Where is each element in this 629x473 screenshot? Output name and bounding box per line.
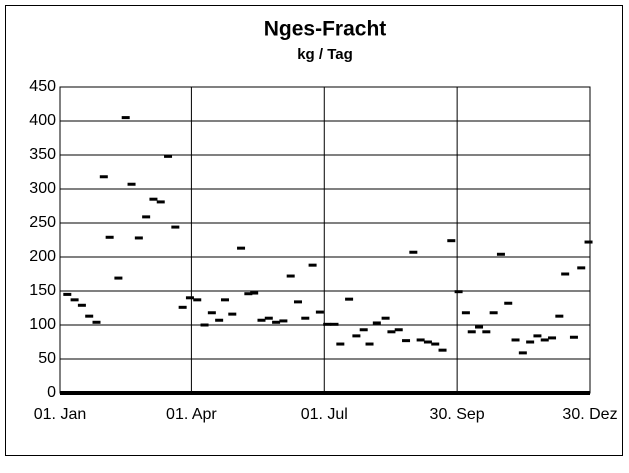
point: [134, 236, 143, 240]
point: [345, 297, 354, 301]
y-tick-label: 50: [38, 350, 56, 367]
y-tick-label: 350: [29, 146, 56, 163]
point: [540, 338, 549, 342]
x-tick-label: 30. Dez: [562, 406, 617, 423]
x-tick-label: 01. Jan: [34, 406, 86, 423]
y-tick-label: 250: [29, 214, 56, 231]
point: [365, 342, 374, 346]
point: [584, 240, 593, 244]
point: [178, 305, 187, 309]
point: [438, 348, 447, 352]
point: [518, 351, 527, 355]
point: [272, 320, 281, 324]
point: [193, 298, 202, 302]
point: [63, 292, 72, 296]
point: [461, 311, 470, 315]
point: [149, 197, 158, 201]
point: [352, 334, 361, 338]
point: [301, 316, 310, 320]
point: [77, 303, 86, 307]
point: [511, 338, 520, 342]
point: [423, 340, 432, 344]
point: [264, 316, 273, 320]
point: [244, 292, 253, 296]
point: [569, 335, 578, 339]
point: [447, 239, 456, 243]
point: [561, 272, 570, 276]
point: [359, 328, 368, 332]
point: [293, 300, 302, 304]
point: [336, 342, 345, 346]
point: [92, 320, 101, 324]
point: [482, 330, 491, 334]
point: [454, 290, 463, 294]
point: [315, 310, 324, 314]
point: [489, 311, 498, 315]
point: [286, 274, 295, 278]
point: [121, 116, 130, 120]
point: [416, 338, 425, 342]
point: [215, 318, 224, 322]
point: [496, 252, 505, 256]
point: [237, 246, 246, 250]
point: [200, 323, 209, 327]
y-tick-label: 0: [47, 384, 56, 401]
point: [504, 301, 513, 305]
y-tick-label: 450: [29, 78, 56, 95]
y-tick-label: 150: [29, 282, 56, 299]
point: [114, 276, 123, 280]
point: [330, 322, 339, 326]
point: [85, 314, 94, 318]
chart-frame: [5, 5, 623, 456]
point: [308, 263, 317, 267]
point: [156, 200, 165, 204]
point: [526, 340, 535, 344]
point: [171, 225, 180, 229]
point: [402, 339, 411, 343]
point: [185, 296, 194, 300]
point: [372, 321, 381, 325]
point: [381, 316, 390, 320]
point: [142, 215, 151, 219]
point: [207, 311, 216, 315]
point: [164, 154, 173, 158]
y-tick-label: 200: [29, 248, 56, 265]
point: [99, 175, 108, 179]
point: [475, 325, 484, 329]
point: [387, 330, 396, 334]
point: [279, 319, 288, 323]
point: [431, 342, 440, 346]
point: [323, 322, 332, 326]
point: [577, 266, 586, 270]
point: [409, 250, 418, 254]
point: [127, 182, 136, 186]
point: [533, 334, 542, 338]
point: [228, 312, 237, 316]
point: [70, 298, 79, 302]
point: [555, 314, 564, 318]
point: [250, 291, 259, 295]
point: [467, 330, 476, 334]
point: [105, 235, 114, 239]
y-tick-label: 400: [29, 112, 56, 129]
point: [220, 298, 229, 302]
point: [257, 318, 266, 322]
x-tick-label: 01. Apr: [166, 406, 217, 423]
chart-subtitle: kg / Tag: [297, 46, 353, 63]
x-tick-label: 30. Sep: [430, 406, 485, 423]
y-tick-label: 300: [29, 180, 56, 197]
y-tick-label: 100: [29, 316, 56, 333]
chart-title: Nges-Fracht: [264, 18, 387, 41]
x-tick-label: 01. Jul: [301, 406, 348, 423]
point: [548, 336, 557, 340]
point: [394, 328, 403, 332]
